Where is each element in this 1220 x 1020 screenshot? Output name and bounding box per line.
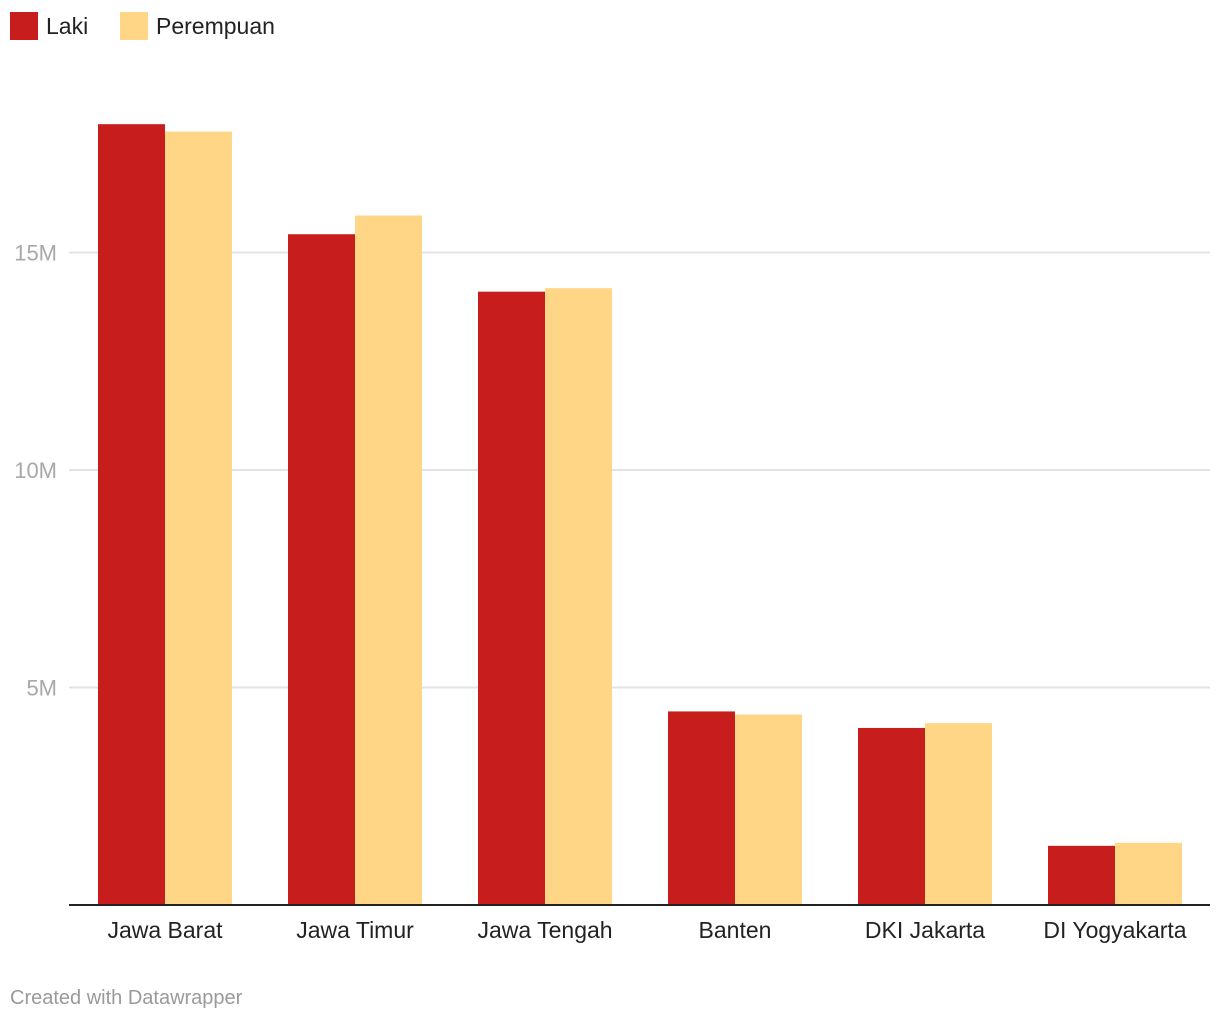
credit-text: Created with Datawrapper bbox=[10, 987, 243, 1009]
legend-swatch-laki bbox=[10, 12, 38, 40]
bars bbox=[98, 124, 1182, 906]
x-label-banten: Banten bbox=[699, 917, 772, 943]
x-label-jawa-barat: Jawa Barat bbox=[107, 917, 223, 943]
bar-banten-perempuan bbox=[735, 714, 802, 905]
bar-di-yogyakarta-perempuan bbox=[1115, 842, 1182, 905]
x-label-jawa-tengah: Jawa Tengah bbox=[477, 917, 612, 943]
legend-swatch-perempuan bbox=[120, 12, 148, 40]
bar-di-yogyakarta-laki bbox=[1048, 845, 1115, 905]
x-label-dki-jakarta: DKI Jakarta bbox=[865, 917, 985, 943]
bar-dki-jakarta-perempuan bbox=[925, 723, 992, 905]
bar-jawa-barat-perempuan bbox=[165, 131, 232, 905]
x-label-jawa-timur: Jawa Timur bbox=[296, 917, 414, 943]
bar-jawa-timur-laki bbox=[288, 234, 355, 906]
legend-label-perempuan: Perempuan bbox=[156, 13, 275, 39]
bar-jawa-barat-laki bbox=[98, 124, 165, 906]
bar-jawa-tengah-laki bbox=[478, 291, 545, 905]
bar-jawa-tengah-perempuan bbox=[545, 288, 612, 905]
y-tick-label-15m: 15M bbox=[14, 241, 57, 266]
x-label-di-yogyakarta: DI Yogyakarta bbox=[1043, 917, 1186, 943]
legend-label-laki: Laki bbox=[46, 13, 88, 39]
bar-jawa-timur-perempuan bbox=[355, 215, 422, 905]
bar-banten-laki bbox=[668, 711, 735, 905]
gridlines: 5M 10M 15M bbox=[14, 241, 1210, 701]
legend: Laki Perempuan bbox=[10, 12, 275, 40]
y-tick-label-5m: 5M bbox=[26, 676, 57, 701]
bar-dki-jakarta-laki bbox=[858, 727, 925, 905]
x-axis-labels: Jawa Barat Jawa Timur Jawa Tengah Banten DKI… bbox=[107, 917, 1186, 943]
y-tick-label-10m: 10M bbox=[14, 458, 57, 483]
